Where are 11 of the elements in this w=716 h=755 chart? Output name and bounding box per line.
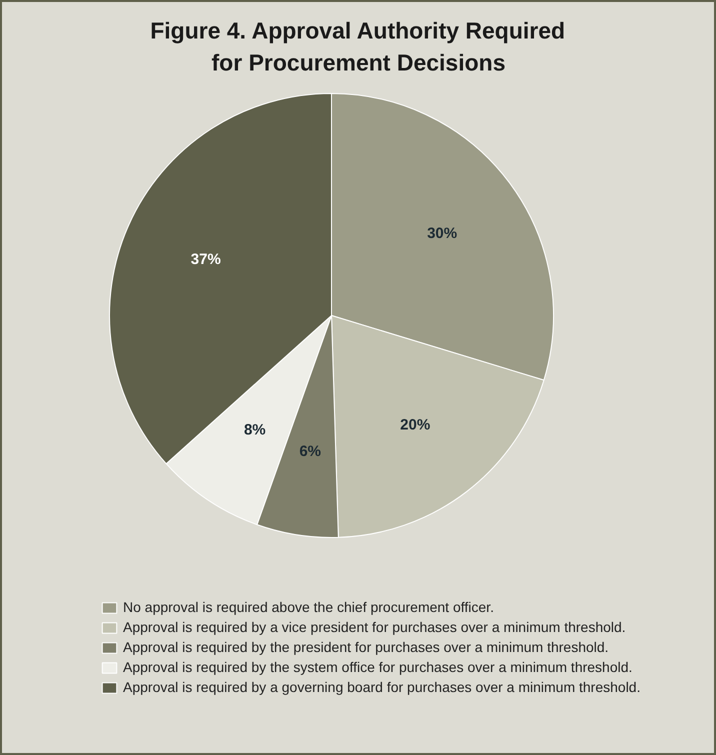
- chart-title: Figure 4. Approval Authority Required for Procurement Decisions: [150, 18, 566, 76]
- data-label: 8%: [244, 421, 266, 438]
- legend-label: Approval is required by the system office for purchases over a minimum threshold.: [123, 659, 632, 675]
- data-label: 30%: [427, 225, 458, 242]
- legend-label: Approval is required by a vice president for purchases over a minimum threshold.: [123, 619, 626, 635]
- data-label: 20%: [400, 416, 430, 434]
- legend-label: Approval is required by a governing board for purchases over a minimum threshold.: [123, 679, 640, 695]
- data-label: 6%: [299, 442, 322, 460]
- legend-label: No approval is required above the chief procurement officer.: [123, 599, 494, 615]
- legend-label: Approval is required by the president for purchases over a minimum threshold.: [123, 639, 609, 655]
- data-label: 37%: [190, 250, 221, 268]
